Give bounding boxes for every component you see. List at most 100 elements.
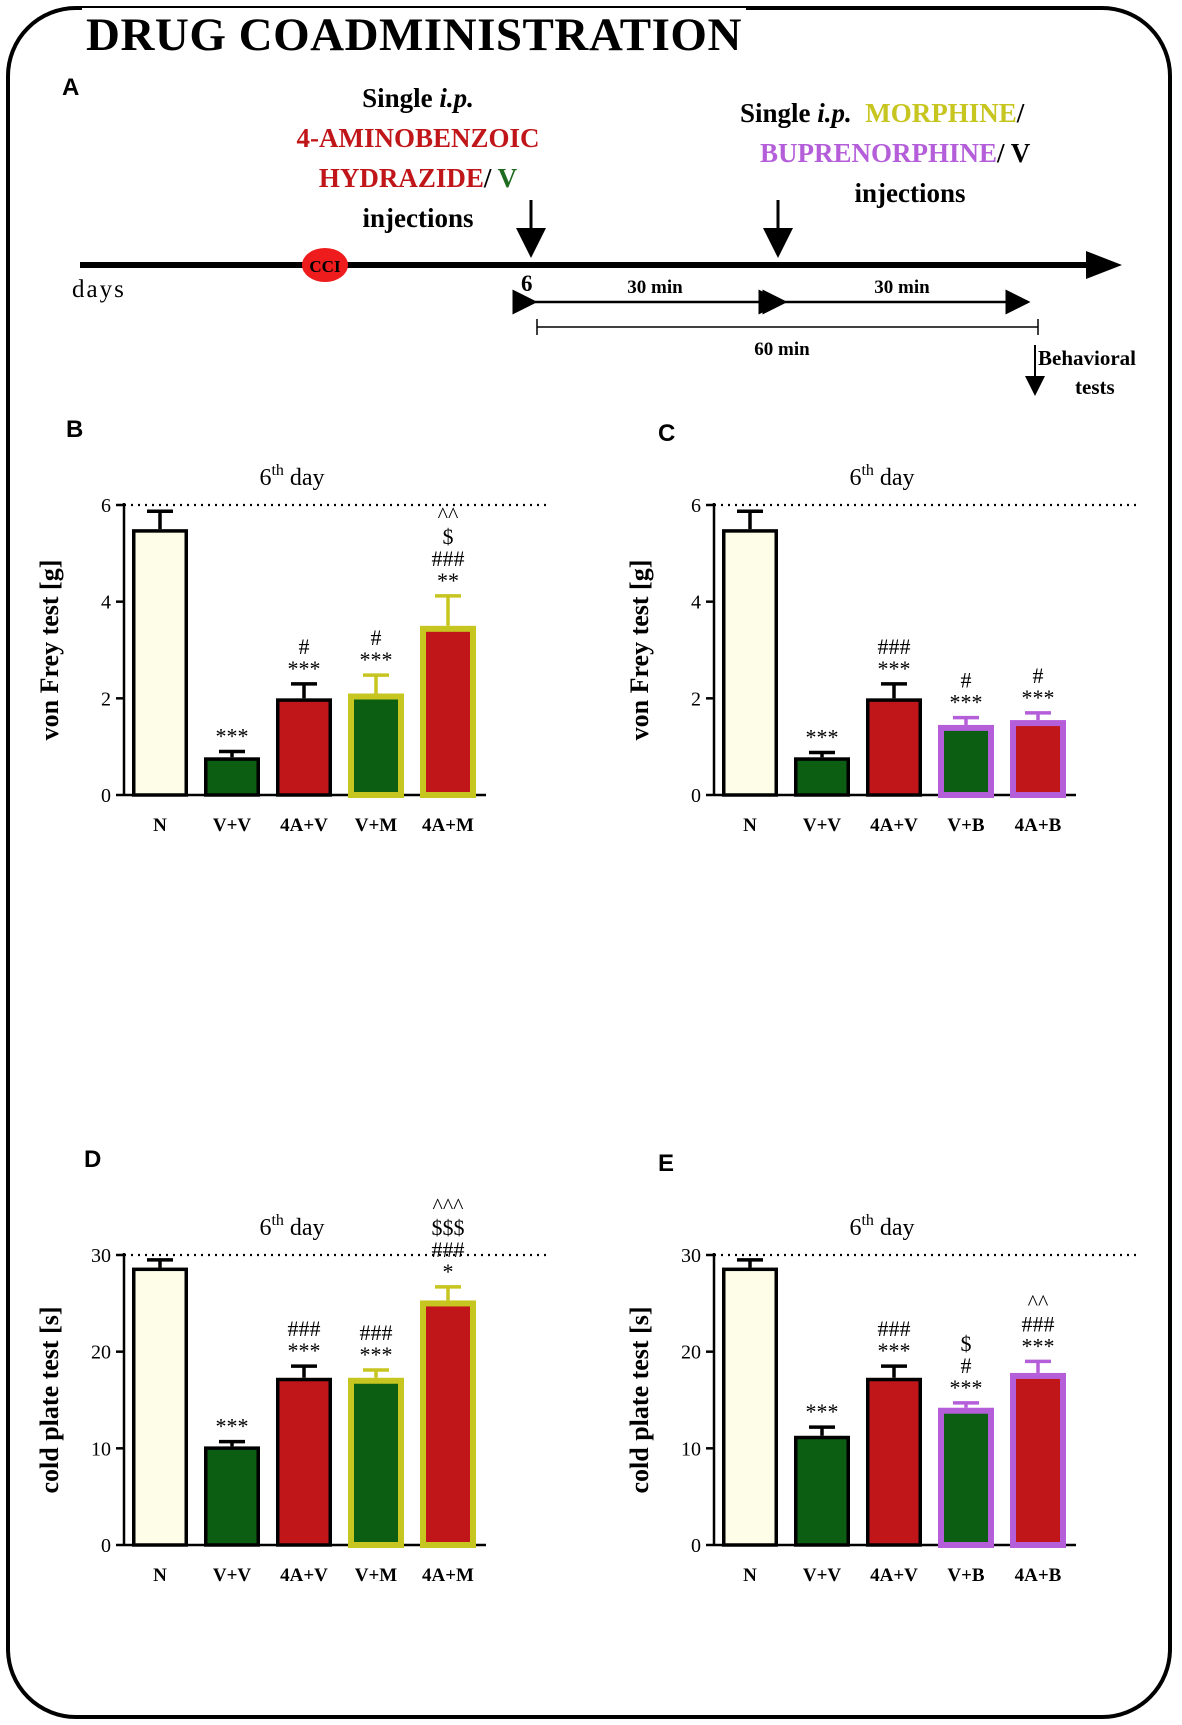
chart-b-bar — [348, 693, 404, 798]
chart-e-significance-label: *** — [806, 1399, 839, 1424]
chart-b-x-tick-label: V+V — [213, 815, 252, 836]
chart-c-bar — [866, 698, 922, 797]
chart-b-significance-label: ^^ — [438, 502, 459, 527]
chart-d-title: 6th day — [259, 1212, 324, 1241]
chart-b-bar — [132, 529, 188, 797]
chart-d-y-tick-label: 10 — [91, 1438, 111, 1460]
chart-e-title: 6th day — [849, 1212, 914, 1241]
panel-letter-b: B — [66, 416, 84, 443]
chart-b-title: 6th day — [259, 462, 324, 491]
chart-b-significance-label: # — [299, 634, 310, 659]
chart-e-bar — [866, 1377, 922, 1547]
chart-c-x-tick-label: 4A+B — [1015, 815, 1062, 836]
chart-d-bar — [132, 1267, 188, 1547]
chart-b-bar — [420, 625, 476, 798]
chart-e-significance-label: *** — [878, 1338, 911, 1363]
chart-e-significance-label: *** — [950, 1375, 983, 1400]
chart-b-significance-label: *** — [216, 724, 249, 749]
chart-e-x-tick-label: N — [743, 1565, 757, 1586]
cci-label: CCI — [309, 257, 341, 276]
chart-c-x-tick-label: N — [743, 815, 757, 836]
chart-b-y-tick-label: 2 — [101, 688, 111, 710]
chart-d-y-tick-label: 0 — [101, 1535, 111, 1557]
chart-panel-c: 6th day 0 2 4 6 von Frey test [g] N V+V *** 4A+V *… — [625, 462, 1140, 836]
chart-e-y-tick-label: 10 — [681, 1438, 701, 1460]
chart-c-title: 6th day — [849, 462, 914, 491]
chart-e-y-tick-label: 30 — [681, 1245, 701, 1267]
chart-c-significance-label: *** — [1022, 685, 1055, 710]
chart-c-significance-label: # — [1033, 663, 1044, 688]
chart-d-significance-label: ### — [288, 1316, 321, 1341]
chart-c-bar — [722, 529, 778, 797]
injection-2-line-3: injections — [854, 178, 966, 208]
chart-e-y-tick-label: 20 — [681, 1342, 701, 1364]
figure-title: DRUG COADMINISTRATION — [82, 8, 746, 62]
chart-d-significance-label: $$$ — [432, 1215, 465, 1240]
chart-e-x-tick-label: 4A+V — [870, 1565, 918, 1586]
chart-c-y-tick-label: 6 — [691, 495, 701, 517]
chart-c-bar — [794, 757, 850, 797]
chart-d-significance-label: *** — [216, 1414, 249, 1439]
days-label: days — [72, 276, 126, 303]
chart-d-significance-label: *** — [288, 1338, 321, 1363]
chart-d-x-tick-label: N — [153, 1565, 167, 1586]
chart-b-x-tick-label: 4A+M — [422, 815, 474, 836]
behavioral-tests-line-1: Behavioral — [1038, 346, 1136, 370]
chart-b-y-label: von Frey test [g] — [35, 560, 64, 741]
chart-e-significance-label: ### — [878, 1316, 911, 1341]
injection-2-line-1: Single i.p. MORPHINE/ — [740, 98, 1025, 128]
chart-c-significance-label: *** — [806, 724, 839, 749]
timeline-arrowhead — [1086, 251, 1122, 279]
timeline-diagram: CCI days 6 30 min 30 min 60 min Behavior… — [72, 200, 1136, 399]
chart-b-significance-label: ### — [432, 546, 465, 571]
chart-b-y-tick-label: 0 — [101, 785, 111, 807]
chart-c-bar — [938, 724, 994, 798]
chart-c-x-tick-label: V+B — [947, 815, 985, 836]
chart-d-x-tick-label: 4A+V — [280, 1565, 328, 1586]
chart-e-bar — [722, 1267, 778, 1547]
chart-d-significance-label: ### — [360, 1320, 393, 1345]
chart-c-significance-label: *** — [878, 656, 911, 681]
chart-d-x-tick-label: V+M — [355, 1565, 398, 1586]
injection-1-line-1: Single i.p. — [362, 83, 474, 113]
chart-b-significance-label: *** — [360, 647, 393, 672]
interval-1-label: 30 min — [627, 277, 683, 298]
chart-d-significance-label: *** — [360, 1342, 393, 1367]
chart-e-x-tick-label: V+V — [803, 1565, 842, 1586]
chart-e-y-tick-label: 0 — [691, 1535, 701, 1557]
chart-d-significance-label: ### — [432, 1237, 465, 1262]
chart-b-bar — [204, 757, 260, 797]
chart-b-significance-label: $ — [443, 524, 454, 549]
panel-letter-e: E — [658, 1150, 675, 1177]
chart-e-significance-label: ### — [1022, 1311, 1055, 1336]
injection-1-line-4: injections — [362, 203, 474, 233]
chart-c-y-tick-label: 2 — [691, 688, 701, 710]
chart-d-y-tick-label: 20 — [91, 1342, 111, 1364]
chart-e-x-tick-label: V+B — [947, 1565, 985, 1586]
chart-d-significance-label: * — [443, 1259, 454, 1284]
chart-b-significance-label: # — [371, 625, 382, 650]
chart-c-y-label: von Frey test [g] — [625, 560, 654, 741]
chart-b-bar — [276, 698, 332, 797]
chart-d-significance-label: ^^^ — [433, 1193, 465, 1218]
chart-panel-e: 6th day 0 10 20 30 cold plate test [s] N V+V ***… — [625, 1212, 1140, 1586]
chart-e-significance-label: # — [961, 1353, 972, 1378]
chart-c-significance-label: ### — [878, 634, 911, 659]
chart-c-y-tick-label: 0 — [691, 785, 701, 807]
chart-e-bar — [794, 1435, 850, 1547]
chart-panel-b: 6th day 0 2 4 6 von Frey test [g] N V+V *** 4A+V *… — [35, 462, 550, 836]
chart-e-significance-label: $ — [961, 1331, 972, 1356]
chart-d-y-tick-label: 30 — [91, 1245, 111, 1267]
chart-c-x-tick-label: 4A+V — [870, 815, 918, 836]
chart-d-y-label: cold plate test [s] — [35, 1306, 64, 1493]
injection-2-line-2: BUPRENORPHINE/ V — [760, 138, 1031, 168]
chart-c-x-tick-label: V+V — [803, 815, 842, 836]
chart-e-bar — [938, 1407, 994, 1548]
chart-e-x-tick-label: 4A+B — [1015, 1565, 1062, 1586]
chart-d-bar — [420, 1300, 476, 1548]
interval-2-label: 30 min — [874, 277, 930, 298]
panel-letter-c: C — [658, 420, 676, 447]
interval-total-label: 60 min — [754, 339, 810, 360]
chart-d-x-tick-label: 4A+M — [422, 1565, 474, 1586]
